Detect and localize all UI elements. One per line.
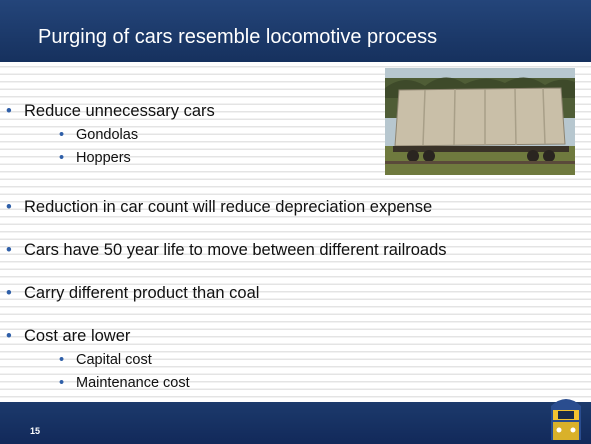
bullet: Reduction in car count will reduce depre… [24,198,432,217]
sub-bullet: Hoppers [76,150,131,166]
sub-bullet: Gondolas [76,127,138,143]
sub-bullet: Maintenance cost [76,375,190,391]
bullet: Reduce unnecessary cars [24,102,215,121]
slide: Purging of cars resemble locomotive proc… [0,0,591,444]
locomotive-icon [547,392,585,440]
bullet: Cost are lower [24,327,130,346]
title-bar: Purging of cars resemble locomotive proc… [0,0,591,62]
slide-title: Purging of cars resemble locomotive proc… [38,26,437,49]
footer-bar: 15 [0,402,591,444]
bullet: Carry different product than coal [24,284,259,303]
sub-bullet: Capital cost [76,352,152,368]
bullet: Cars have 50 year life to move between d… [24,241,447,260]
railcar-photo [385,68,575,175]
page-number: 15 [30,426,40,436]
